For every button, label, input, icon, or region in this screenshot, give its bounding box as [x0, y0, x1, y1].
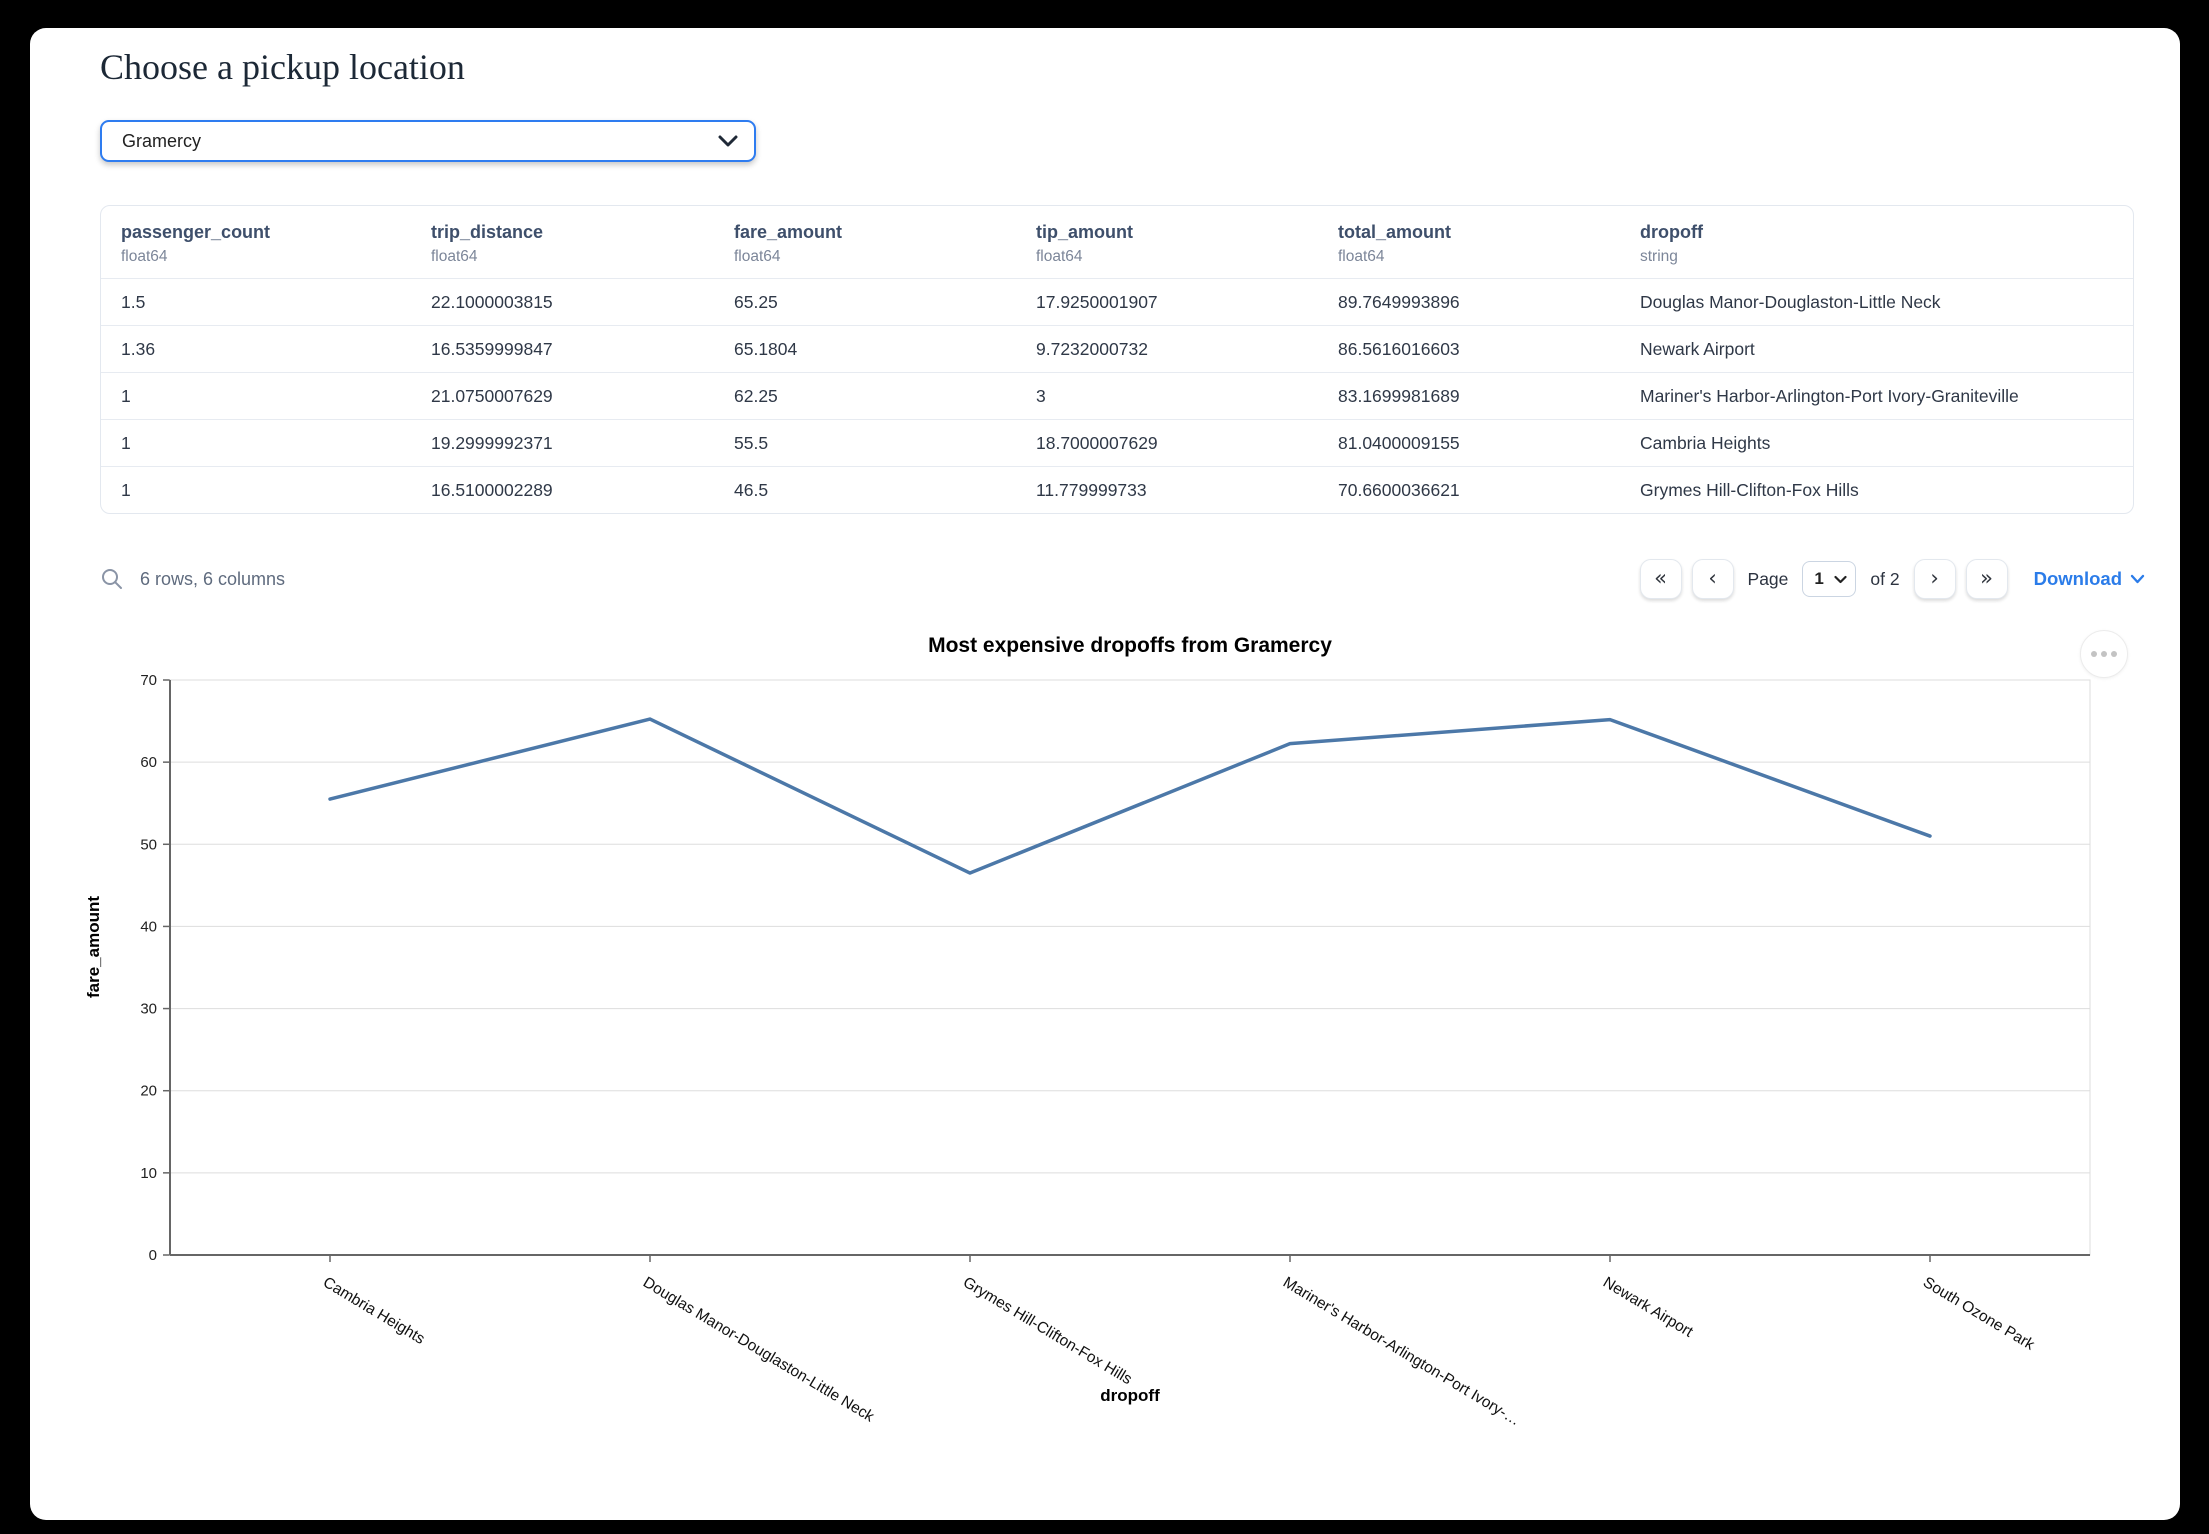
cell: 1: [121, 479, 131, 500]
y-tick-label: 40: [140, 918, 157, 935]
cell: 1.5: [121, 291, 146, 312]
cell: 86.5616016603: [1338, 338, 1460, 359]
page-select[interactable]: 1: [1802, 561, 1857, 597]
column-header-passenger-count[interactable]: passenger_count float64: [121, 222, 271, 265]
download-button[interactable]: Download: [2034, 568, 2145, 590]
column-header-dropoff[interactable]: dropoff string: [1640, 222, 1703, 265]
x-tick-label: South Ozone Park: [1920, 1274, 2038, 1354]
fare-line: [328, 717, 1932, 875]
y-tick-label: 30: [140, 1001, 157, 1018]
chart-more-options-button[interactable]: [2080, 630, 2128, 678]
column-header-total-amount[interactable]: total_amount float64: [1338, 222, 1452, 265]
cell: 19.2999992371: [431, 432, 553, 453]
page-select-value: 1: [1814, 569, 1824, 588]
chart-panel: Most expensive dropoffs from Gramercy fa…: [30, 628, 2180, 1520]
cell: 16.5100002289: [431, 479, 553, 500]
prev-page-icon: ‹: [1708, 565, 1717, 590]
cell: 46.5: [734, 479, 769, 500]
cell: 65.25: [734, 291, 778, 312]
cell: 17.9250001907: [1036, 291, 1158, 312]
cell: 18.7000007629: [1036, 432, 1158, 453]
y-tick-label: 20: [140, 1083, 157, 1100]
cell: Douglas Manor-Douglaston-Little Neck: [1640, 291, 1941, 312]
cell: 16.5359999847: [431, 338, 553, 359]
cell: 9.7232000732: [1036, 338, 1148, 359]
chart-title: Most expensive dropoffs from Gramercy: [928, 634, 1332, 657]
next-page-icon: ›: [1930, 565, 1939, 590]
table-footer: 6 rows, 6 columns « ‹ Page 1 of 2 › »: [100, 555, 2145, 603]
column-header-tip-amount[interactable]: tip_amount float64: [1036, 222, 1133, 265]
chevron-down-icon: [718, 134, 738, 148]
table-row: 1.36 16.5359999847 65.1804 9.7232000732 …: [101, 325, 2133, 372]
first-page-button[interactable]: «: [1639, 559, 1682, 599]
next-page-button[interactable]: ›: [1913, 559, 1956, 599]
y-tick-label: 50: [140, 836, 157, 853]
x-tick-label: Newark Airport: [1600, 1274, 1696, 1341]
cell: 21.0750007629: [431, 385, 553, 406]
column-header-fare-amount[interactable]: fare_amount float64: [734, 222, 843, 265]
cell: Grymes Hill-Clifton-Fox Hills: [1640, 479, 1859, 500]
cell: 11.779999733: [1036, 479, 1147, 500]
last-page-icon: »: [1980, 565, 1994, 590]
pickup-select-value: Gramercy: [122, 130, 202, 151]
first-page-icon: «: [1654, 565, 1667, 590]
cell: 55.5: [734, 432, 769, 453]
cell: 89.7649993896: [1338, 291, 1460, 312]
table-row: 1 16.5100002289 46.5 11.779999733 70.660…: [101, 466, 2133, 513]
table-row: 1.5 22.1000003815 65.25 17.9250001907 89…: [101, 278, 2133, 325]
x-tick-label: Cambria Heights: [320, 1274, 428, 1348]
prev-page-button[interactable]: ‹: [1691, 559, 1734, 599]
cell: Cambria Heights: [1640, 432, 1771, 453]
chevron-down-icon: [1834, 575, 1848, 584]
table-header-row: passenger_count float64 trip_distance fl…: [101, 206, 2133, 278]
cell: 3: [1036, 385, 1046, 406]
x-tick-label: Grymes Hill-Clifton-Fox Hills: [960, 1274, 1135, 1388]
x-axis-title: dropoff: [1100, 1386, 1160, 1405]
table-row: 1 19.2999992371 55.5 18.7000007629 81.04…: [101, 419, 2133, 466]
cell: 83.1699981689: [1338, 385, 1460, 406]
page-label: Page: [1747, 568, 1789, 589]
page-title: Choose a pickup location: [100, 47, 465, 87]
column-header-trip-distance[interactable]: trip_distance float64: [431, 222, 544, 265]
y-tick-label: 0: [149, 1247, 157, 1264]
table-row: 1 21.0750007629 62.25 3 83.1699981689 Ma…: [101, 372, 2133, 419]
cell: 62.25: [734, 385, 778, 406]
row-column-summary: 6 rows, 6 columns: [140, 568, 286, 589]
cell: Mariner's Harbor-Arlington-Port Ivory-Gr…: [1640, 385, 2019, 406]
cell: Newark Airport: [1640, 338, 1755, 359]
y-tick-label: 10: [140, 1165, 157, 1182]
cell: 81.0400009155: [1338, 432, 1460, 453]
y-tick-label: 70: [140, 672, 157, 689]
page-count-label: of 2: [1870, 568, 1900, 589]
download-label: Download: [2033, 568, 2122, 589]
last-page-button[interactable]: »: [1965, 559, 2008, 599]
cell: 1.36: [121, 338, 156, 359]
cell: 70.6600036621: [1338, 479, 1460, 500]
pickup-location-select[interactable]: Gramercy: [100, 120, 756, 162]
search-icon[interactable]: [100, 567, 124, 591]
cell: 1: [121, 432, 131, 453]
more-options-icon: [2091, 651, 2097, 657]
app-card: Choose a pickup location Gramercy passen…: [30, 28, 2180, 1520]
cell: 1: [121, 385, 131, 406]
cell: 22.1000003815: [431, 291, 553, 312]
cell: 65.1804: [734, 338, 798, 359]
chevron-down-icon: [2130, 574, 2145, 584]
data-table: passenger_count float64 trip_distance fl…: [100, 205, 2134, 514]
y-tick-label: 60: [140, 754, 157, 771]
